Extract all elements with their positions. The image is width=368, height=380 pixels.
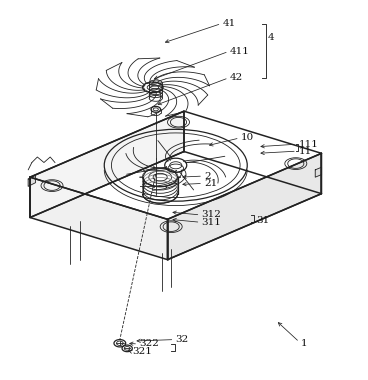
Text: 111: 111 xyxy=(298,140,318,149)
Text: 31: 31 xyxy=(256,215,270,225)
Text: 322: 322 xyxy=(139,339,159,348)
Text: 10: 10 xyxy=(241,133,254,142)
Text: 1: 1 xyxy=(301,339,307,348)
Text: 411: 411 xyxy=(230,47,250,56)
Polygon shape xyxy=(315,167,322,177)
Text: 311: 311 xyxy=(202,218,222,227)
Text: 32: 32 xyxy=(176,335,189,344)
Text: 2: 2 xyxy=(204,171,211,180)
Text: 21: 21 xyxy=(204,179,217,188)
Polygon shape xyxy=(28,175,36,186)
Polygon shape xyxy=(30,111,184,217)
Text: 312: 312 xyxy=(202,211,222,219)
Polygon shape xyxy=(30,177,167,260)
Polygon shape xyxy=(167,154,322,260)
Text: 11: 11 xyxy=(298,147,312,156)
Polygon shape xyxy=(30,111,322,219)
Text: 321: 321 xyxy=(132,347,152,356)
Text: 42: 42 xyxy=(230,73,243,82)
Text: 4: 4 xyxy=(268,33,274,42)
Text: 41: 41 xyxy=(223,19,236,28)
